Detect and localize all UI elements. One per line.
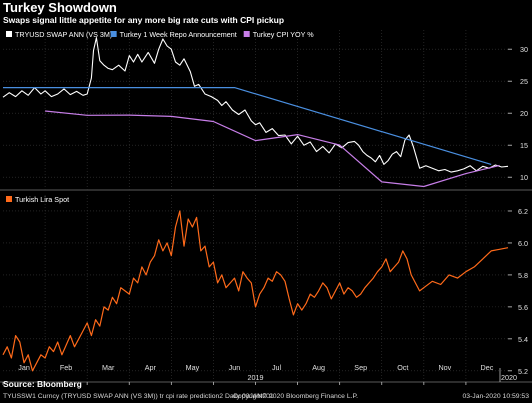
upper-series-swap-line [2, 37, 509, 173]
upper-legend-label-cpi: Turkey CPI YOY % [253, 30, 315, 39]
xtick-label-month: Sep [354, 363, 367, 372]
upper-ytick-label: 20 [520, 109, 528, 118]
upper-legend-swatch-cpi [243, 31, 250, 37]
upper-ytick-label: 25 [520, 77, 528, 86]
xtick-label-month: Jul [272, 363, 282, 372]
lower-legend-label-lira: Turkish Lira Spot [15, 195, 69, 204]
xtick-label-month: Jun [229, 363, 241, 372]
xtick-label-month: Jan [18, 363, 30, 372]
chart-title: Turkey Showdown [3, 0, 117, 15]
xaxis-next-year-label: 2020 [501, 373, 517, 382]
xtick-label-month: Mar [102, 363, 115, 372]
source-note: Source: Bloomberg [3, 379, 82, 389]
lower-ytick-label: 6.0 [518, 239, 528, 248]
footer-ticker: TYUSSW1 Curncy (TRYUSD SWAP ANN (VS 3M))… [3, 393, 274, 400]
xtick-label-month: May [186, 363, 200, 372]
upper-legend-label-repo: Turkey 1 Week Repo Announcement [120, 30, 237, 39]
xtick-label-month: Apr [145, 363, 157, 372]
lower-legend-swatch-lira [6, 196, 12, 202]
upper-ytick-label: 30 [520, 45, 528, 54]
lower-ytick-label: 5.8 [518, 271, 528, 280]
upper-series-cpi-line [45, 110, 500, 188]
upper-legend-swatch-swap [6, 31, 12, 37]
lower-ytick-label: 5.6 [518, 303, 528, 312]
upper-ytick-label: 10 [520, 173, 528, 182]
xtick-label-month: Feb [60, 363, 72, 372]
lower-ytick-label: 5.2 [518, 367, 528, 376]
xaxis-year-label: 2019 [248, 373, 264, 382]
upper-legend-label-swap: TRYUSD SWAP ANN (VS 3M) [15, 30, 112, 39]
lower-ytick-label: 6.2 [518, 207, 528, 216]
upper-series-repo-line [3, 86, 492, 165]
upper-ytick-label: 15 [520, 141, 528, 150]
xtick-label-month: Oct [397, 363, 408, 372]
lower-series-lira-line [2, 210, 509, 372]
xtick-label-month: Dec [481, 363, 494, 372]
xtick-label-month: Nov [438, 363, 451, 372]
xtick-label-month: Aug [312, 363, 325, 372]
footer-timestamp: 03-Jan-2020 10:59:53 [462, 393, 529, 400]
footer-copyright: Copyright© 2020 Bloomberg Finance L.P. [233, 393, 359, 400]
upper-legend-swatch-repo [110, 31, 117, 37]
chart-subtitle: Swaps signal little appetite for any mor… [3, 15, 285, 25]
lower-ytick-label: 5.4 [518, 335, 528, 344]
